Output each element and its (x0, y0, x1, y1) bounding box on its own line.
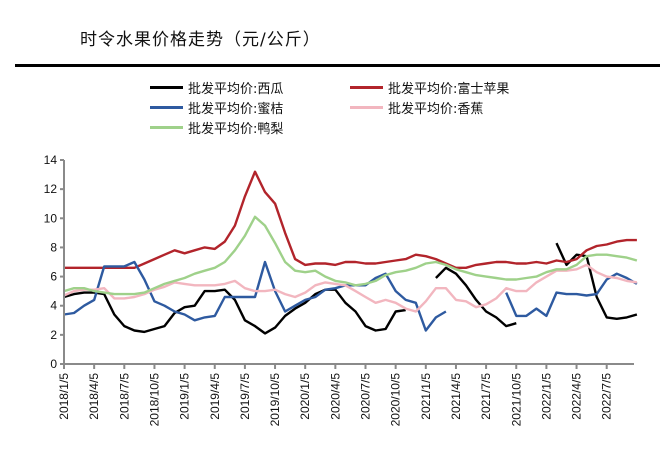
legend-swatch (150, 86, 183, 89)
legend-item: 批发平均价:富士苹果 (350, 78, 509, 97)
legend-label: 批发平均价:鸭梨 (188, 122, 284, 137)
x-tick-label: 2021/7/5 (479, 373, 493, 420)
legend-label: 批发平均价:蜜桔 (188, 102, 284, 117)
x-tick-label: 2018/10/5 (147, 373, 161, 427)
y-tick-label: 6 (50, 270, 57, 284)
x-tick-label: 2018/7/5 (117, 373, 131, 420)
series-line (63, 170, 637, 269)
legend-label: 批发平均价:香蕉 (388, 102, 484, 117)
x-tick-label: 2022/4/5 (570, 373, 584, 420)
legend-label: 批发平均价:西瓜 (188, 82, 284, 97)
legend-item: 批发平均价:蜜桔 (150, 98, 283, 117)
x-tick-label: 2021/10/5 (509, 373, 523, 427)
x-tick-label: 2020/1/5 (298, 373, 312, 420)
legend-swatch (150, 126, 183, 129)
legend-item: 批发平均价:鸭梨 (150, 118, 283, 137)
x-tick-label: 2018/4/5 (87, 373, 101, 420)
series-line (63, 260, 638, 332)
x-tick-label: 2019/7/5 (238, 373, 252, 420)
x-tick-label: 2022/1/5 (539, 373, 553, 420)
legend-swatch (350, 106, 383, 109)
series-segment (64, 170, 637, 269)
series-segment (435, 266, 517, 328)
legend-item: 批发平均价:香蕉 (350, 98, 483, 117)
y-tick-label: 8 (50, 240, 57, 254)
y-tick-label: 2 (50, 328, 57, 342)
series-segment (63, 260, 447, 332)
legend-swatch (350, 86, 383, 89)
x-tick-label: 2019/10/5 (268, 373, 282, 427)
series-segment (63, 288, 406, 335)
x-tick-label: 2021/4/5 (449, 373, 463, 420)
y-tick-label: 14 (44, 153, 58, 167)
x-tick-label: 2020/10/5 (389, 373, 403, 427)
series-line (63, 215, 638, 296)
x-tick-label: 2020/7/5 (359, 373, 373, 420)
y-tick-label: 10 (44, 211, 58, 225)
legend-item: 批发平均价:西瓜 (150, 78, 283, 97)
y-tick-label: 12 (44, 182, 58, 196)
series-line (63, 263, 638, 313)
chart-title: 时令水果价格走势（元/公斤） (80, 30, 321, 50)
legend-label: 批发平均价:富士苹果 (388, 82, 510, 97)
x-tick-label: 2018/1/5 (57, 373, 71, 420)
series-segment (63, 263, 638, 313)
series-segment (63, 215, 638, 296)
x-tick-label: 2021/1/5 (419, 373, 433, 420)
x-tick-label: 2020/4/5 (328, 373, 342, 420)
x-tick-label: 2022/7/5 (600, 373, 614, 420)
title-underline (15, 64, 660, 67)
x-tick-label: 2019/4/5 (208, 373, 222, 420)
legend-swatch (150, 106, 183, 109)
series-segment (505, 272, 638, 318)
x-tick-label: 2019/1/5 (178, 373, 192, 420)
y-tick-label: 0 (50, 357, 57, 371)
y-tick-label: 4 (50, 299, 57, 313)
